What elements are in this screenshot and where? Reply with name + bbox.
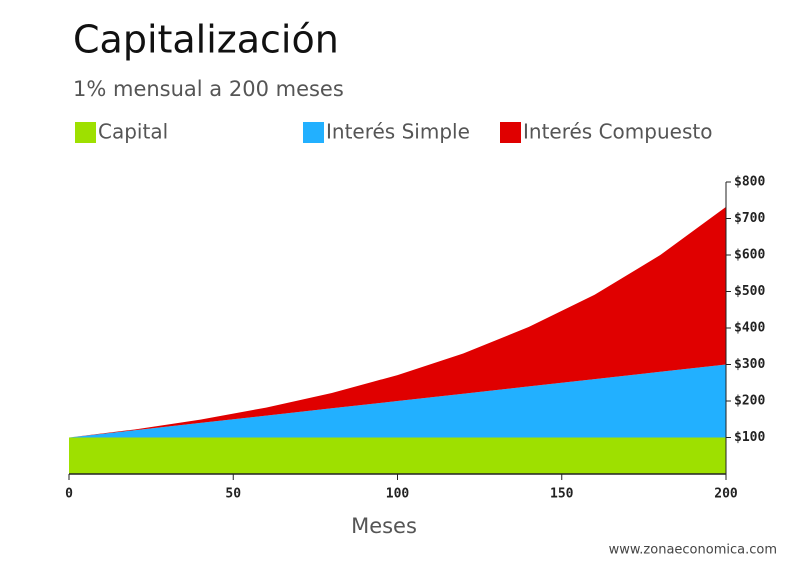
chart-title: Capitalización (73, 18, 339, 62)
x-tick-label: 200 (714, 487, 738, 502)
legend-label: Capital (98, 120, 168, 144)
legend-swatch (500, 122, 521, 143)
y-tick-label: $300 (734, 357, 765, 372)
legend-swatch (75, 122, 96, 143)
area (69, 206, 726, 438)
y-tick-label: $500 (734, 284, 765, 299)
area (69, 437, 726, 474)
x-axis-label: Meses (351, 514, 417, 538)
x-tick-label: 50 (225, 487, 241, 502)
legend-swatch (303, 122, 324, 143)
y-tick-label: $400 (734, 321, 765, 336)
y-tick-label: $700 (734, 211, 765, 226)
y-tick-label: $600 (734, 248, 765, 263)
legend-label: Interés Simple (326, 120, 470, 144)
chart-subtitle: 1% mensual a 200 meses (73, 77, 344, 101)
x-tick-label: 0 (65, 487, 73, 502)
y-tick-label: $200 (734, 394, 765, 409)
legend-label: Interés Compuesto (523, 120, 712, 144)
source: www.zonaeconomica.com (609, 543, 777, 558)
y-tick-label: $800 (734, 175, 765, 190)
x-tick-label: 100 (386, 487, 410, 502)
x-tick-label: 150 (550, 487, 574, 502)
y-tick-label: $100 (734, 430, 765, 445)
